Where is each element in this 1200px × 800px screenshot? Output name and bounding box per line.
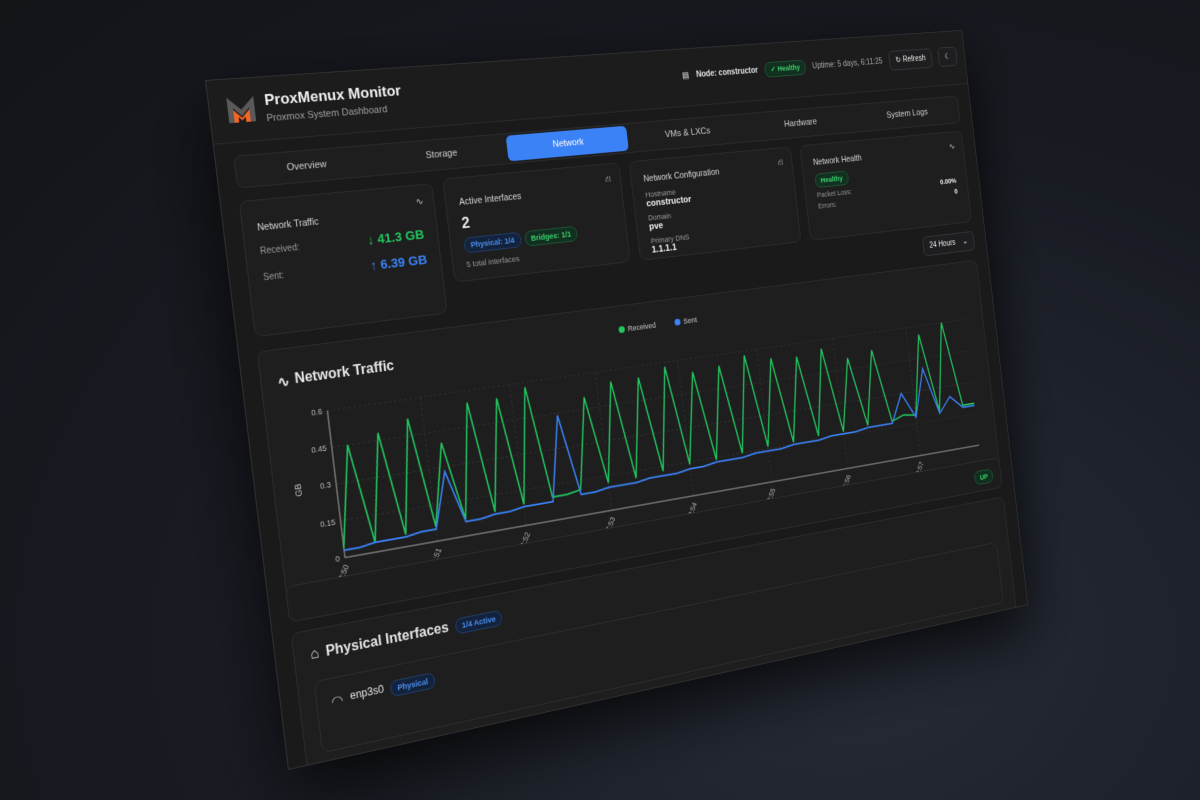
moon-icon: ☾ — [944, 52, 951, 62]
tab-storage[interactable]: Storage — [425, 147, 458, 161]
y-tick-label: 0.6 — [311, 406, 323, 417]
legend-marker-sent — [674, 318, 681, 326]
time-range-value: 24 Hours — [929, 238, 957, 251]
theme-toggle-button[interactable]: ☾ — [937, 46, 958, 67]
node-label: Node: constructor — [695, 66, 759, 80]
gridline — [332, 351, 968, 448]
interface-name: enp3s0 — [349, 682, 385, 703]
errors-label: Errors: — [817, 200, 837, 211]
proxmenux-logo — [226, 95, 257, 124]
activity-icon: ∿ — [948, 142, 956, 152]
received-value: ↓ 41.3 GB — [366, 227, 425, 249]
activity-icon: ∿ — [415, 196, 425, 208]
status-badge: ✓ Healthy — [764, 59, 807, 78]
refresh-label: Refresh — [902, 54, 927, 65]
health-badge: Healthy — [814, 170, 849, 189]
up-badge: UP — [974, 468, 994, 486]
legend-label-received: Received — [627, 320, 656, 333]
header: ProxMenux Monitor Proxmox System Dashboa… — [206, 30, 969, 145]
y-tick-label: 0.3 — [320, 480, 332, 491]
wifi-icon: ◠ — [330, 692, 345, 711]
router-icon: ⌂ — [309, 645, 320, 663]
bridges-badge: Bridges: 1/1 — [523, 225, 579, 247]
tab-vms-lxcs[interactable]: VMs & LXCs — [664, 126, 711, 140]
network-icon: ⛙ — [777, 157, 784, 168]
gridline — [336, 382, 972, 484]
legend-label-sent: Sent — [683, 315, 698, 326]
packet-loss-label: Packet Loss: — [816, 187, 853, 200]
tab-system-logs[interactable]: System Logs — [885, 107, 929, 121]
physical-badge: Physical: 1/4 — [463, 231, 522, 254]
y-tick-label: 0.15 — [320, 517, 337, 529]
y-tick-label: 0 — [335, 554, 341, 564]
tab-network[interactable]: Network — [505, 125, 629, 162]
network-icon: ⛙ — [604, 174, 612, 185]
network-configuration-card: ⛙ Network Configuration Hostname constru… — [628, 146, 802, 261]
errors-value: 0 — [953, 187, 959, 196]
network-health-card: ∿ Network Health Healthy Packet Loss: 0.0… — [799, 130, 972, 241]
uptime: Uptime: 5 days, 6:11:25 — [811, 57, 883, 71]
tab-hardware[interactable]: Hardware — [783, 116, 818, 130]
sent-label: Sent: — [262, 270, 285, 283]
dashboard-window: ProxMenux Monitor Proxmox System Dashboa… — [205, 30, 1029, 771]
card-title: Network Health — [812, 153, 863, 168]
active-interfaces-card: ⛙ Active Interfaces 2 Physical: 1/4 Brid… — [442, 162, 631, 283]
network-traffic-card: ∿ Network Traffic Received: ↓ 41.3 GB Se… — [238, 183, 448, 338]
y-tick-label: 0.45 — [311, 443, 328, 455]
tab-overview[interactable]: Overview — [286, 158, 328, 174]
active-count-badge: 1/4 Active — [454, 609, 504, 635]
server-icon: ▤ — [681, 71, 690, 81]
time-range-select[interactable]: 24 Hours ⌄ — [921, 230, 976, 257]
sent-value: ↑ 6.39 GB — [369, 252, 428, 274]
refresh-button[interactable]: ↻ Refresh — [887, 48, 934, 71]
section-title: Physical Interfaces — [324, 620, 450, 660]
received-label: Received: — [259, 242, 301, 257]
chevron-down-icon: ⌄ — [962, 237, 969, 247]
status-text: Healthy — [777, 63, 801, 73]
interface-type-badge: Physical — [389, 672, 436, 698]
packet-loss-value: 0.00% — [939, 176, 957, 186]
legend-marker-received — [618, 325, 626, 334]
y-axis-label: GB — [293, 483, 304, 497]
